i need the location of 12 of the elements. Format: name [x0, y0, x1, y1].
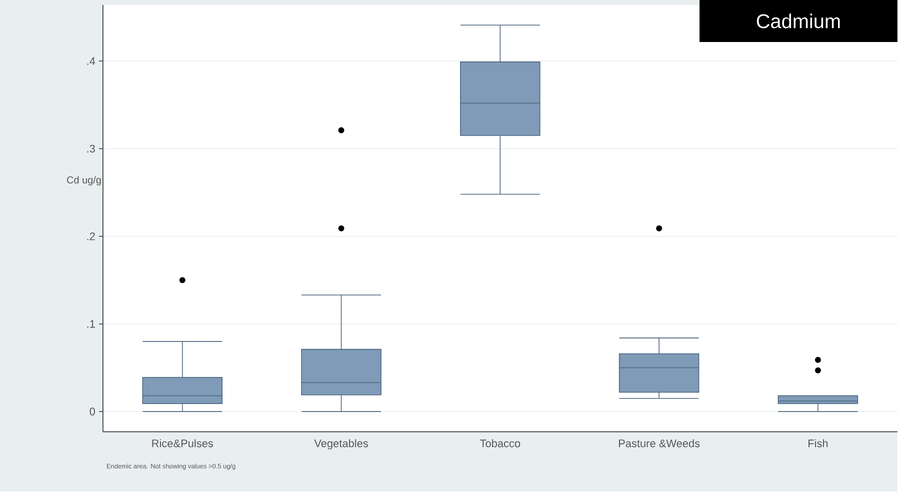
- y-tick-label: .1: [87, 320, 95, 328]
- x-tick-label: Tobacco: [480, 439, 520, 448]
- x-tick-label: Fish: [808, 439, 828, 448]
- y-axis-title: Cd ug/g: [67, 176, 101, 186]
- x-tick-label: Vegetables: [314, 439, 368, 450]
- x-tick-label: Pasture &Weeds: [618, 439, 700, 448]
- chart-title: Cadmium: [756, 14, 840, 28]
- y-tick-label: 0: [90, 408, 95, 416]
- y-tick-label: .4: [87, 57, 96, 65]
- x-tick-label: Rice&Pulses: [152, 439, 214, 448]
- y-tick-label: .3: [87, 144, 95, 153]
- y-tick-label: .2: [87, 232, 95, 240]
